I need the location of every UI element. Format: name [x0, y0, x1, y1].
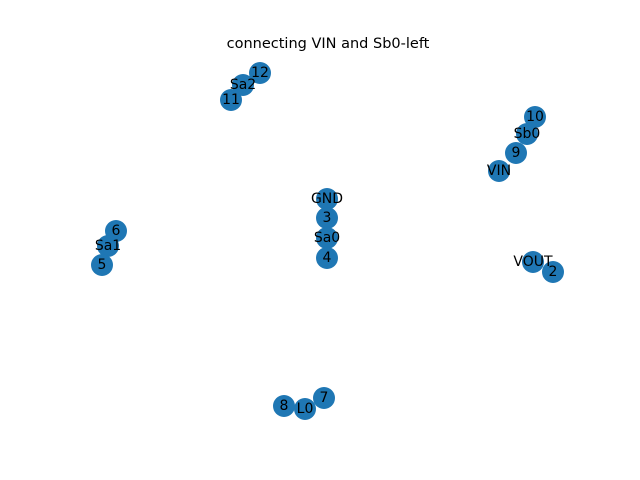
node-label-5: 5	[98, 257, 107, 273]
node-label-11: 11	[222, 92, 240, 108]
node-label-L0: L0	[297, 401, 314, 417]
node-11	[220, 89, 242, 111]
node-GND	[316, 188, 338, 210]
node-label-10: 10	[526, 109, 544, 125]
node-10	[524, 106, 546, 128]
node-label-7: 7	[320, 390, 329, 406]
node-label-9: 9	[512, 145, 521, 161]
node-Sa1	[97, 235, 119, 257]
node-label-Sa2: Sa2	[230, 77, 256, 93]
node-Sa0	[316, 227, 338, 249]
node-label-4: 4	[323, 250, 332, 266]
node-label-3: 3	[323, 210, 332, 226]
node-label-VOUT: VOUT	[513, 254, 553, 270]
node-12	[249, 62, 271, 84]
node-2	[542, 261, 564, 283]
node-4	[316, 247, 338, 269]
node-label-2: 2	[549, 264, 558, 280]
node-8	[273, 395, 295, 417]
node-Sa2	[232, 74, 254, 96]
node-VOUT	[522, 251, 544, 273]
node-label-GND: GND	[311, 191, 343, 207]
node-Sb0	[516, 123, 538, 145]
node-label-VIN: VIN	[487, 163, 511, 179]
node-5	[91, 254, 113, 276]
node-L0	[294, 398, 316, 420]
node-label-6: 6	[112, 223, 121, 239]
node-VIN	[488, 160, 510, 182]
node-7	[313, 387, 335, 409]
node-label-12: 12	[251, 65, 269, 81]
node-label-Sa0: Sa0	[314, 230, 340, 246]
node-label-Sa1: Sa1	[95, 238, 121, 254]
node-label-8: 8	[280, 398, 289, 414]
graph-title: connecting VIN and Sb0-left	[227, 36, 430, 52]
node-label-Sb0: Sb0	[514, 126, 541, 142]
node-9	[505, 142, 527, 164]
node-3	[316, 207, 338, 229]
